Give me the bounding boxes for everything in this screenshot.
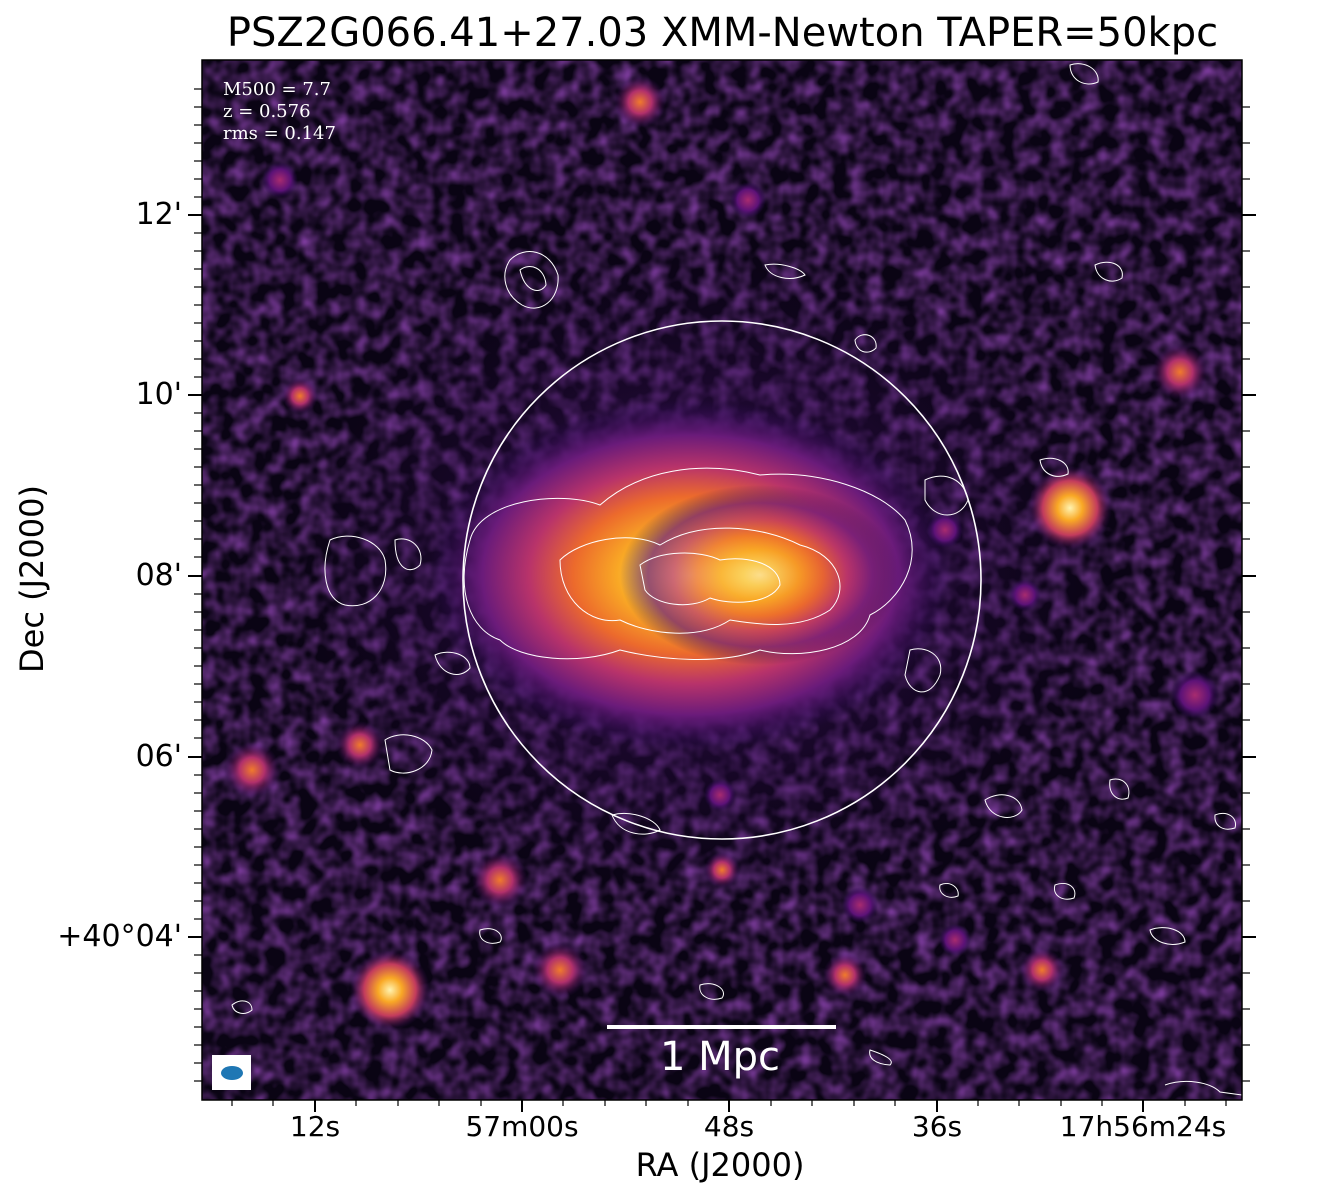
- point-source: [842, 887, 878, 923]
- x-tick-label: 57m00s: [465, 1110, 579, 1143]
- point-source: [1171, 671, 1219, 719]
- radio-contours: [231, 63, 1242, 1096]
- y-tick-label: 10': [135, 377, 182, 412]
- point-source: [472, 852, 528, 908]
- plot-frame: [201, 59, 1243, 1101]
- y-major-ticks: [188, 214, 1256, 938]
- point-source: [927, 512, 963, 548]
- point-source: [262, 162, 298, 198]
- y-tick-label: 12': [135, 197, 182, 232]
- point-source: [614, 76, 666, 128]
- point-source: [336, 721, 384, 769]
- point-source: [532, 942, 588, 998]
- point-source: [704, 779, 736, 811]
- point-source: [1028, 466, 1112, 550]
- beam-ellipse: [221, 1066, 243, 1080]
- cluster-emission-east: [620, 485, 900, 665]
- y-tick-label: +40°04': [57, 919, 182, 954]
- x-tick-label: 12s: [289, 1110, 341, 1143]
- redshift-label: z = 0.576: [223, 101, 311, 122]
- mass-label: M500 = 7.7: [223, 79, 331, 100]
- r500-circle: [462, 320, 982, 840]
- plot-title: PSZ2G066.41+27.03 XMM-Newton TAPER=50kpc: [226, 10, 1219, 56]
- point-source: [1009, 579, 1041, 611]
- point-source: [282, 378, 318, 414]
- x-major-ticks: [314, 1100, 1144, 1112]
- image-area: [202, 60, 1242, 1100]
- point-source: [730, 182, 766, 218]
- x-tick-label: 17h56m24s: [1059, 1110, 1227, 1143]
- point-source: [704, 852, 740, 888]
- y-tick-label: 08': [135, 558, 182, 593]
- point-source: [823, 953, 867, 997]
- point-source: [1020, 948, 1064, 992]
- point-source: [1152, 344, 1208, 400]
- x-tick-label: 36s: [911, 1110, 963, 1143]
- point-source: [939, 924, 971, 956]
- minor-ticks: [194, 88, 1250, 1106]
- point-source: [350, 950, 430, 1030]
- point-source: [224, 742, 280, 798]
- rms-label: rms = 0.147: [223, 123, 336, 144]
- scale-bar-label: 1 Mpc: [659, 1034, 781, 1080]
- x-axis-title: RA (J2000): [635, 1146, 805, 1184]
- x-tick-label: 48s: [703, 1110, 755, 1143]
- y-tick-label: 06': [135, 739, 182, 774]
- y-axis-title: Dec (J2000): [13, 485, 51, 673]
